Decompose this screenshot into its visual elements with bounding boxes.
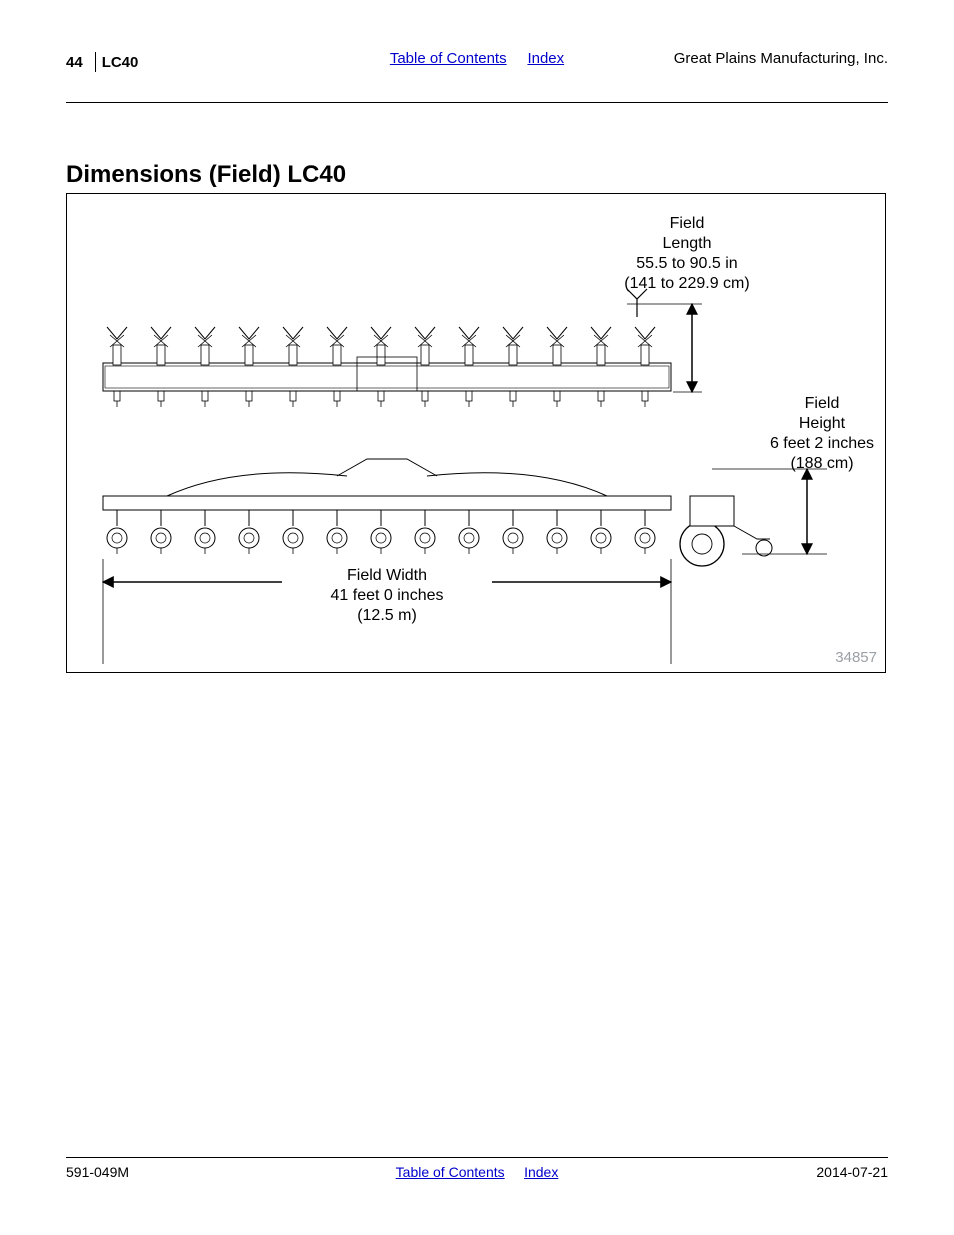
field-length-imperial: 55.5 to 90.5 in — [587, 254, 787, 274]
field-width-imperial: 41 feet 0 inches — [287, 586, 487, 606]
section-title: Dimensions (Field) LC40 — [66, 161, 888, 189]
index-link[interactable]: Index — [527, 50, 564, 67]
footer-center-links: Table of Contents Index — [66, 1164, 888, 1180]
field-length-line2: Length — [587, 234, 787, 254]
field-width-metric: (12.5 m) — [287, 606, 487, 626]
field-height-imperial: 6 feet 2 inches — [752, 434, 892, 454]
figure-number: 34857 — [835, 649, 877, 666]
field-height-line2: Height — [752, 414, 892, 434]
field-length-title: Field — [587, 214, 787, 234]
field-length-label: Field Length 55.5 to 90.5 in (141 to 229… — [587, 214, 787, 294]
field-height-metric: (188 cm) — [752, 454, 892, 474]
header-rule — [66, 102, 888, 103]
footer-index-link[interactable]: Index — [524, 1164, 558, 1180]
dimensions-figure: Field Length 55.5 to 90.5 in (141 to 229… — [66, 193, 886, 673]
field-width-title: Field Width — [287, 566, 487, 586]
field-length-metric: (141 to 229.9 cm) — [587, 274, 787, 294]
field-height-title: Field — [752, 394, 892, 414]
page-footer: 591-049M Table of Contents Index 2014-07… — [66, 1157, 888, 1180]
toc-link[interactable]: Table of Contents — [390, 50, 507, 67]
company-name: Great Plains Manufacturing, Inc. — [674, 50, 888, 67]
footer-toc-link[interactable]: Table of Contents — [396, 1164, 505, 1180]
footer-rule — [66, 1157, 888, 1158]
page-header: 44 LC40 Table of Contents Index Great Pl… — [66, 50, 888, 74]
field-height-label: Field Height 6 feet 2 inches (188 cm) — [752, 394, 892, 474]
field-width-label: Field Width 41 feet 0 inches (12.5 m) — [287, 566, 487, 626]
